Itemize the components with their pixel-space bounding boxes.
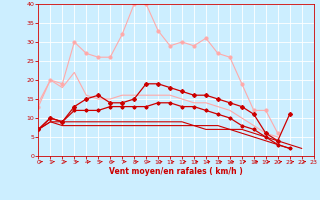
X-axis label: Vent moyen/en rafales ( km/h ): Vent moyen/en rafales ( km/h ): [109, 167, 243, 176]
